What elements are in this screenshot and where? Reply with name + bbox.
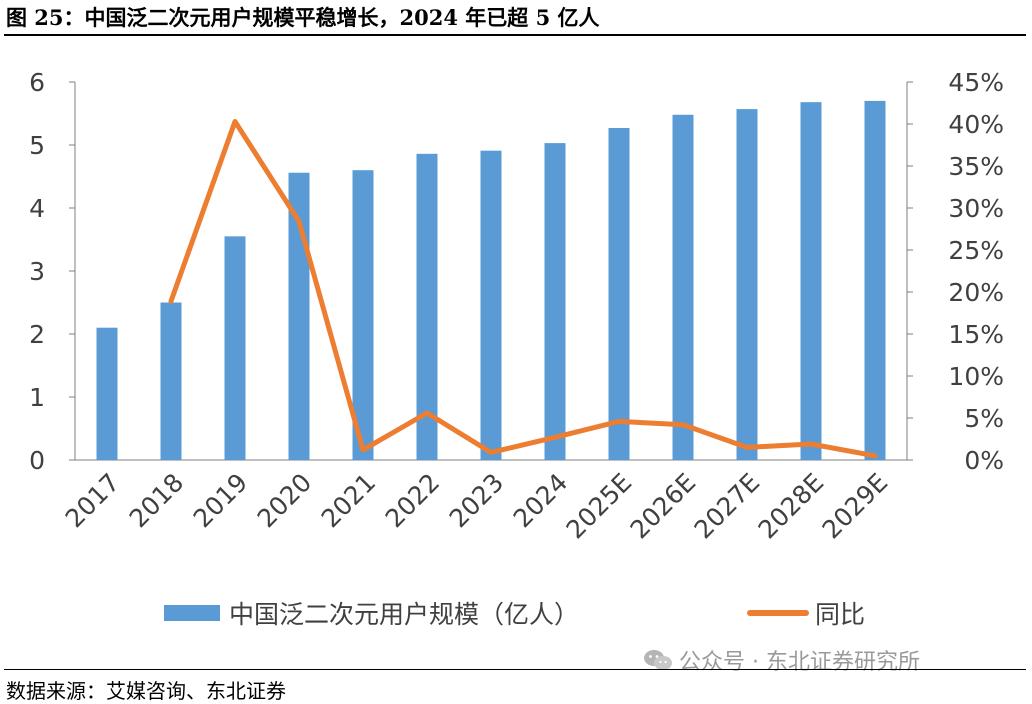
bar [416, 153, 438, 460]
title-rule [4, 34, 1026, 36]
bar [608, 127, 630, 461]
bar [96, 327, 118, 460]
category-tick-label: 2022 [380, 468, 445, 533]
left-tick-label: 0 [29, 446, 45, 475]
category-tick-label: 2026E [625, 468, 702, 545]
line-series [168, 119, 878, 459]
bar [224, 236, 246, 460]
legend-bar-swatch [164, 605, 220, 621]
yoy-line [168, 119, 878, 459]
bar [736, 109, 758, 460]
category-tick-label: 2023 [444, 468, 509, 533]
category-tick-label: 2020 [252, 468, 317, 533]
right-tick-label: 20% [948, 278, 1004, 307]
left-tick-label: 2 [29, 320, 45, 349]
source-note: 数据来源：艾媒咨询、东北证券 [6, 679, 286, 703]
left-tick-label: 6 [29, 68, 45, 97]
bar [672, 114, 694, 460]
left-tick-label: 3 [29, 257, 45, 286]
category-tick-label: 2019 [188, 468, 253, 533]
left-axis-ticks: 0 1 2 3 4 5 6 [29, 68, 75, 475]
category-axis-ticks: 201720182019202020212022202320242025E202… [60, 468, 893, 545]
category-tick-label: 2021 [316, 468, 381, 533]
right-tick-label: 5% [964, 404, 1004, 433]
bar [352, 170, 374, 460]
combo-chart: 0 1 2 3 4 5 6 0% 5% 10% 15% 20% 25% 30% 35% 40% 45% 201… [29, 68, 1004, 629]
category-tick-label: 2029E [817, 468, 894, 545]
bar [160, 302, 182, 460]
figure-title: 图 25：中国泛二次元用户规模平稳增长，2024 年已超 5 亿人 [6, 5, 600, 30]
right-tick-label: 45% [948, 68, 1004, 97]
right-axis-ticks: 0% 5% 10% 15% 20% 25% 30% 35% 40% 45% [907, 68, 1004, 475]
bar-series [96, 100, 886, 461]
bar [480, 150, 502, 461]
bar [800, 102, 822, 460]
left-tick-label: 5 [29, 131, 45, 160]
category-tick-label: 2028E [753, 468, 830, 545]
legend-line-label: 同比 [815, 600, 865, 629]
right-tick-label: 0% [964, 446, 1004, 475]
bar [864, 100, 886, 461]
watermark-text: 公众号 · 东北证券研究所 [679, 650, 920, 675]
category-tick-label: 2025E [561, 468, 638, 545]
right-tick-label: 10% [948, 362, 1004, 391]
right-tick-label: 40% [948, 110, 1004, 139]
category-tick-label: 2018 [124, 468, 189, 533]
bar [288, 172, 310, 460]
bar [544, 143, 566, 461]
right-tick-label: 35% [948, 152, 1004, 181]
legend-bar-label: 中国泛二次元用户规模（亿人） [229, 600, 579, 629]
watermark: 公众号 · 东北证券研究所 [643, 644, 920, 676]
category-tick-label: 2017 [60, 468, 125, 533]
category-tick-label: 2027E [689, 468, 766, 545]
source-rule [4, 669, 1026, 670]
left-tick-label: 4 [29, 194, 45, 223]
right-tick-label: 25% [948, 236, 1004, 265]
right-tick-label: 30% [948, 194, 1004, 223]
right-tick-label: 15% [948, 320, 1004, 349]
wechat-icon [644, 650, 672, 670]
chart-legend: 中国泛二次元用户规模（亿人） 同比 [164, 600, 865, 629]
left-tick-label: 1 [29, 383, 45, 412]
